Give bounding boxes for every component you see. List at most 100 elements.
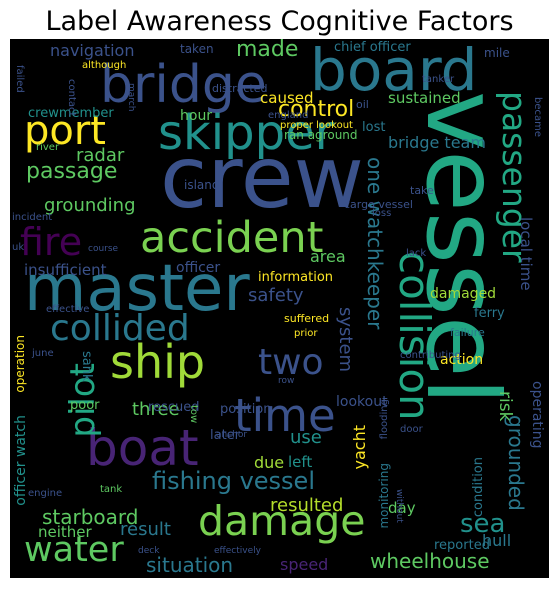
word-cloud: vessel crew master board bridge collisio… [10,39,549,578]
word: speed [280,555,329,574]
word: condition [471,457,486,518]
word: collided [50,308,190,349]
word: safety [248,285,304,306]
word: accident [140,213,324,263]
word: wheelhouse [370,549,490,573]
word: time [234,389,336,442]
word: oil [356,98,369,111]
word: day [388,499,416,517]
word: crewmember [28,106,114,121]
word: neither [38,523,92,541]
word: tank [100,484,123,495]
word: lost [362,120,386,135]
word: contributing [400,350,461,361]
word: local time [517,217,535,291]
word: failure [450,326,485,339]
word: chief officer [334,40,411,55]
word: position [220,402,272,417]
word: ferry [474,306,505,321]
word: lack [406,248,427,259]
word: later [210,428,241,443]
word: insufficient [24,261,107,279]
word: failed [14,65,25,93]
word: control [278,97,355,122]
word: one watchkeeper [363,157,387,330]
word: suffered [284,312,330,325]
word: due [254,453,285,472]
word: door [400,424,423,435]
word: proper lookout [280,120,353,131]
word: row [278,376,295,386]
word: system [335,307,356,373]
word: three [132,399,180,420]
word: lookout [336,394,388,410]
word: england [268,110,309,121]
word: left [288,453,313,471]
word: water [24,530,124,570]
word: tow [188,405,199,424]
word: operation [13,335,27,393]
word: river [36,142,60,153]
word: navigation [50,41,135,60]
word: officer [176,260,221,276]
word: operating [529,381,545,449]
word: result [120,519,171,540]
word: engine [28,488,63,499]
word: flooding [379,399,390,440]
word: resulted [270,495,344,516]
word: action [440,352,484,368]
word: damage [198,497,366,545]
word: boat [86,419,199,477]
word: radar [76,145,125,166]
word: became [532,97,543,138]
word: although [82,60,127,71]
word: grounded [504,415,528,511]
word: sank [79,351,94,382]
word: information [258,270,334,285]
word: mile [484,46,510,60]
word: deck [138,546,160,556]
word: yacht [350,425,369,470]
word: officer watch [13,415,29,506]
word: damaged [430,286,497,302]
word: board [310,39,478,104]
word: fishing vessel [152,467,315,495]
word: without [394,489,404,523]
word: ship [110,335,206,389]
word: reported [434,538,490,553]
word: area [310,247,346,266]
word: take [410,184,434,197]
word: situation [146,553,234,577]
word: collision [390,251,439,421]
word: grounding [44,195,136,216]
word: bridge [100,55,267,115]
word: tanker [422,74,455,85]
word: effective [46,304,90,315]
word: rescued [148,400,200,415]
word: anchor [216,430,248,440]
word: starboard [42,505,139,529]
word: prior [294,328,318,339]
word: master [24,252,250,326]
word: loss [372,208,392,219]
word: cargo vessel [344,198,413,211]
word: passage [26,159,118,184]
word: risk [495,391,515,422]
word: made [236,39,299,62]
word: distracted [212,82,268,95]
word: use [290,427,322,448]
word: skipper [158,105,335,161]
word: hull [482,531,512,550]
word: caused [260,89,314,107]
word: passenger [495,91,534,263]
word: fire [20,220,83,264]
word: monitoring [377,463,391,529]
word: poor [70,398,100,413]
word: ran aground [284,128,358,142]
word: uk [12,242,25,253]
word: incident [12,212,53,223]
word: port [24,108,106,154]
word: island [184,178,220,192]
word: crew [160,128,364,228]
word: bridge team [388,133,486,152]
